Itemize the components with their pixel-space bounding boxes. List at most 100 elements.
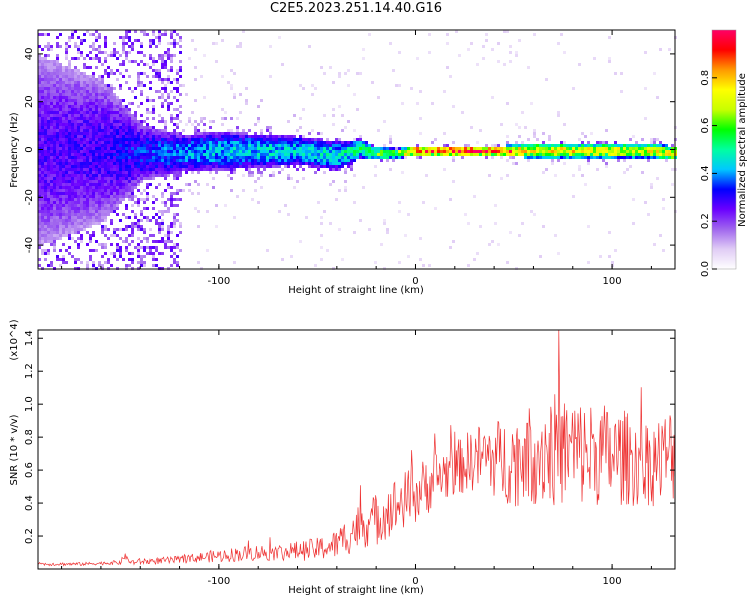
heatmap-cell [512, 156, 515, 159]
heatmap-cell [50, 126, 53, 129]
heatmap-cell [146, 198, 149, 201]
heatmap-cell [77, 111, 80, 114]
heatmap-cell [311, 144, 314, 147]
heatmap-cell [53, 174, 56, 177]
heatmap-cell [101, 90, 104, 93]
heatmap-cell [92, 180, 95, 183]
heatmap-cell [269, 150, 272, 153]
heatmap-cell [155, 159, 158, 162]
heatmap-cell [629, 165, 632, 168]
heatmap-cell [143, 120, 146, 123]
heatmap-cell [188, 135, 191, 138]
heatmap-cell [140, 228, 143, 231]
heatmap-cell [494, 153, 497, 156]
heatmap-cell [47, 150, 50, 153]
heatmap-cell [281, 144, 284, 147]
heatmap-cell [92, 261, 95, 264]
heatmap-cell [236, 45, 239, 48]
heatmap-cell [131, 258, 134, 261]
heatmap-cell [167, 141, 170, 144]
heatmap-cell [293, 153, 296, 156]
heatmap-cell [143, 63, 146, 66]
heatmap-cell [74, 261, 77, 264]
heatmap-cell [77, 81, 80, 84]
heatmap-cell [38, 33, 41, 36]
heatmap-cell [65, 192, 68, 195]
heatmap-cell [320, 132, 323, 135]
heatmap-cell [230, 69, 233, 72]
heatmap-cell [134, 123, 137, 126]
heatmap-cell [71, 219, 74, 222]
heatmap-cell [596, 156, 599, 159]
heatmap-cell [44, 186, 47, 189]
heatmap-cell [83, 177, 86, 180]
heatmap-cell [113, 183, 116, 186]
heatmap-cell [71, 222, 74, 225]
heatmap-cell [161, 240, 164, 243]
heatmap-cell [338, 168, 341, 171]
heatmap-cell [233, 93, 236, 96]
heatmap-cell [116, 69, 119, 72]
heatmap-cell [650, 138, 653, 141]
heatmap-cell [197, 150, 200, 153]
heatmap-cell [455, 150, 458, 153]
heatmap-cell [44, 207, 47, 210]
heatmap-cell [137, 75, 140, 78]
heatmap-cell [83, 108, 86, 111]
heatmap-cell [56, 132, 59, 135]
heatmap-cell [122, 240, 125, 243]
heatmap-cell [401, 102, 404, 105]
heatmap-cell [41, 123, 44, 126]
heatmap-cell [485, 150, 488, 153]
heatmap-cell [131, 222, 134, 225]
heatmap-cell [110, 252, 113, 255]
heatmap-cell [170, 225, 173, 228]
heatmap-cell [554, 150, 557, 153]
heatmap-cell [101, 210, 104, 213]
heatmap-cell [344, 72, 347, 75]
heatmap-cell [140, 30, 143, 33]
heatmap-cell [551, 156, 554, 159]
heatmap-cell [131, 210, 134, 213]
heatmap-cell [128, 102, 131, 105]
heatmap-cell [128, 126, 131, 129]
heatmap-cell [386, 228, 389, 231]
heatmap-cell [431, 150, 434, 153]
heatmap-cell [353, 129, 356, 132]
heatmap-cell [128, 135, 131, 138]
spectrogram-y-tick-label: -40 [24, 237, 35, 253]
heatmap-cell [62, 120, 65, 123]
heatmap-cell [125, 150, 128, 153]
heatmap-cell [41, 81, 44, 84]
heatmap-cell [83, 39, 86, 42]
heatmap-cell [50, 153, 53, 156]
heatmap-cell [143, 231, 146, 234]
heatmap-cell [263, 156, 266, 159]
heatmap-cell [518, 147, 521, 150]
heatmap-cell [47, 78, 50, 81]
heatmap-cell [176, 174, 179, 177]
heatmap-cell [257, 117, 260, 120]
heatmap-cell [41, 135, 44, 138]
heatmap-cell [344, 126, 347, 129]
heatmap-cell [50, 69, 53, 72]
heatmap-cell [122, 138, 125, 141]
heatmap-cell [149, 249, 152, 252]
heatmap-cell [140, 213, 143, 216]
heatmap-cell [320, 162, 323, 165]
heatmap-cell [119, 246, 122, 249]
heatmap-cell [140, 174, 143, 177]
heatmap-cell [140, 162, 143, 165]
heatmap-cell [176, 69, 179, 72]
heatmap-cell [104, 69, 107, 72]
heatmap-cell [143, 138, 146, 141]
heatmap-cell [452, 156, 455, 159]
heatmap-cell [101, 231, 104, 234]
heatmap-cell [548, 138, 551, 141]
heatmap-cell [107, 102, 110, 105]
heatmap-cell [269, 126, 272, 129]
heatmap-cell [113, 165, 116, 168]
heatmap-cell [71, 36, 74, 39]
heatmap-cell [119, 195, 122, 198]
heatmap-cell [320, 246, 323, 249]
